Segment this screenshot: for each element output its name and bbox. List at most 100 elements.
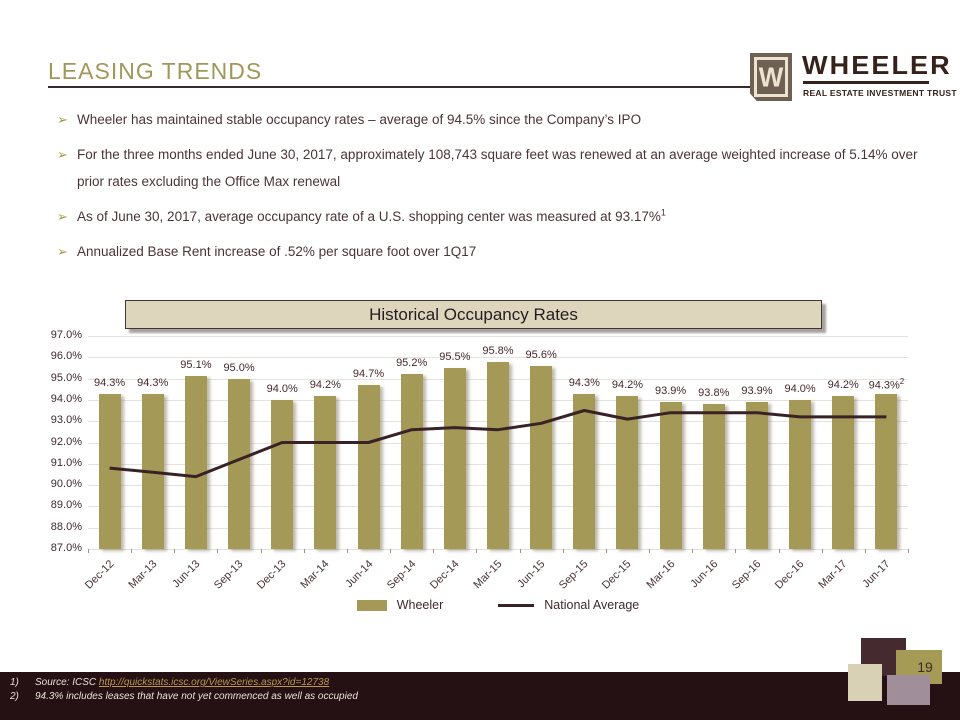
page-number: 19 xyxy=(917,659,933,675)
logo-divider xyxy=(803,81,929,84)
page-title: LEASING TRENDS xyxy=(48,58,263,84)
y-axis-tick-label: 96.0% xyxy=(50,350,82,363)
y-axis-tick-label: 93.0% xyxy=(50,414,82,427)
wheeler-legend-swatch xyxy=(356,599,387,611)
axis-tick xyxy=(908,549,909,553)
wheeler-bar xyxy=(530,365,553,549)
bullet-item: ➢ Wheeler has maintained stable occupanc… xyxy=(57,106,937,133)
chart-title-banner: Historical Occupancy Rates xyxy=(125,300,822,329)
bar-value-label: 95.8% xyxy=(482,344,514,357)
wheeler-bar xyxy=(357,384,380,549)
wheeler-bar xyxy=(702,404,725,549)
bar-value-label: 94.3% xyxy=(93,376,126,389)
bar-label-superscript: 2 xyxy=(899,376,905,386)
decor-square-mauve xyxy=(887,675,930,705)
bar-value-label: 94.3% xyxy=(137,376,169,389)
y-axis: 97.0% 96.0% 95.0% 94.0% 93.0% 92.0% 91.0% 90.0%… xyxy=(30,329,82,554)
bullet-item: ➢ For the three months ended June 30, 20… xyxy=(57,141,937,195)
y-axis-tick-label: 97.0% xyxy=(50,329,82,341)
bar-value-label: 94.7% xyxy=(352,367,385,380)
axis-tick xyxy=(217,549,219,553)
axis-tick xyxy=(692,549,694,553)
arrow-bullet-icon: ➢ xyxy=(57,209,68,224)
wheeler-bar xyxy=(832,395,855,549)
wheeler-bar xyxy=(745,402,768,549)
axis-tick xyxy=(476,549,478,553)
gridline xyxy=(88,336,908,337)
gridline xyxy=(88,549,908,550)
axis-tick xyxy=(88,549,89,553)
bar-value-label: 93.8% xyxy=(698,387,730,400)
y-axis-tick-label: 89.0% xyxy=(50,499,82,512)
source-link[interactable]: http://quickstats.icsc.org/ViewSeries.as… xyxy=(98,677,330,688)
bullet-text: For the three months ended June 30, 2017… xyxy=(77,147,918,189)
bar-value-label: 95.1% xyxy=(180,359,212,372)
bullet-item: ➢ As of June 30, 2017, average occupancy… xyxy=(57,203,937,230)
axis-tick xyxy=(303,549,305,553)
y-axis-tick-label: 87.0% xyxy=(50,542,82,554)
wheeler-bar xyxy=(228,378,251,549)
wheeler-bar xyxy=(184,376,207,549)
chart-title: Historical Occupancy Rates xyxy=(369,304,578,324)
wheeler-bar xyxy=(271,399,294,549)
wheeler-bar xyxy=(314,395,337,549)
wheeler-bar xyxy=(616,395,639,549)
bar-value-label: 95.5% xyxy=(439,350,471,363)
wheeler-bar xyxy=(98,393,121,549)
axis-tick xyxy=(346,549,348,553)
bar-value-label: 94.2% xyxy=(827,378,859,391)
title-underline xyxy=(48,86,752,88)
bar-value-label: 93.9% xyxy=(741,385,773,398)
plot-area: 94.3% 94.3% 95.1% 95.0% 94.0% 94.2% 94.7% 95.2%… xyxy=(83,336,909,592)
bullet-list: ➢ Wheeler has maintained stable occupanc… xyxy=(57,106,937,273)
axis-tick xyxy=(778,549,780,553)
bullet-text: Annualized Base Rent increase of .52% pe… xyxy=(77,244,477,259)
wheeler-bar xyxy=(659,402,682,549)
arrow-bullet-icon: ➢ xyxy=(57,147,68,162)
wheeler-bar xyxy=(875,393,898,549)
y-axis-tick-label: 92.0% xyxy=(50,435,82,448)
bar-value-label: 94.0% xyxy=(784,382,816,395)
axis-tick xyxy=(131,549,133,553)
wheeler-logo-mark-icon: W xyxy=(750,53,792,101)
axis-tick xyxy=(821,549,823,553)
logo-subtitle: REAL ESTATE INVESTMENT TRUST xyxy=(803,88,957,98)
national-average-line xyxy=(109,409,887,479)
bar-value-label: 95.2% xyxy=(396,357,428,370)
footnote-2: 2) 94.3% includes leases that have not y… xyxy=(10,691,358,702)
chart-legend: Wheeler National Average xyxy=(88,598,908,612)
axis-tick xyxy=(390,549,392,553)
footnote-1: 1) Source: ICSC http://quickstats.icsc.o… xyxy=(10,677,330,688)
y-axis-tick-label: 88.0% xyxy=(50,520,82,533)
bullet-item: ➢ Annualized Base Rent increase of .52% … xyxy=(57,238,937,265)
arrow-bullet-icon: ➢ xyxy=(57,244,68,259)
bar-value-label: 94.2% xyxy=(309,378,341,391)
axis-tick xyxy=(260,549,262,553)
bar-value-label: 95.0% xyxy=(223,361,255,374)
axis-tick xyxy=(433,549,435,553)
bar-value-label: 94.3%2 xyxy=(868,376,905,392)
axis-tick xyxy=(174,549,176,553)
national-average-legend-swatch xyxy=(498,603,535,607)
wheeler-bar xyxy=(400,374,423,549)
legend-label-wheeler: Wheeler xyxy=(396,598,444,612)
axis-tick xyxy=(864,549,866,553)
logo-name: WHEELER xyxy=(802,50,952,80)
y-axis-tick-label: 95.0% xyxy=(50,371,82,384)
arrow-bullet-icon: ➢ xyxy=(57,112,68,127)
axis-tick xyxy=(735,549,737,553)
wheeler-bar xyxy=(789,399,812,549)
bullet-text: Wheeler has maintained stable occupancy … xyxy=(77,112,642,127)
axis-tick xyxy=(562,549,564,553)
gridline xyxy=(88,357,908,359)
y-axis-tick-label: 90.0% xyxy=(50,478,82,491)
legend-label-national-average: National Average xyxy=(544,598,640,612)
wheeler-bar xyxy=(487,361,509,549)
bar-value-label: 93.9% xyxy=(655,385,687,398)
axis-tick xyxy=(605,549,607,553)
axis-tick xyxy=(649,549,651,553)
bar-value-label: 94.2% xyxy=(611,378,644,391)
y-axis-tick-label: 94.0% xyxy=(50,392,82,405)
bar-value-label: 95.6% xyxy=(525,348,557,361)
